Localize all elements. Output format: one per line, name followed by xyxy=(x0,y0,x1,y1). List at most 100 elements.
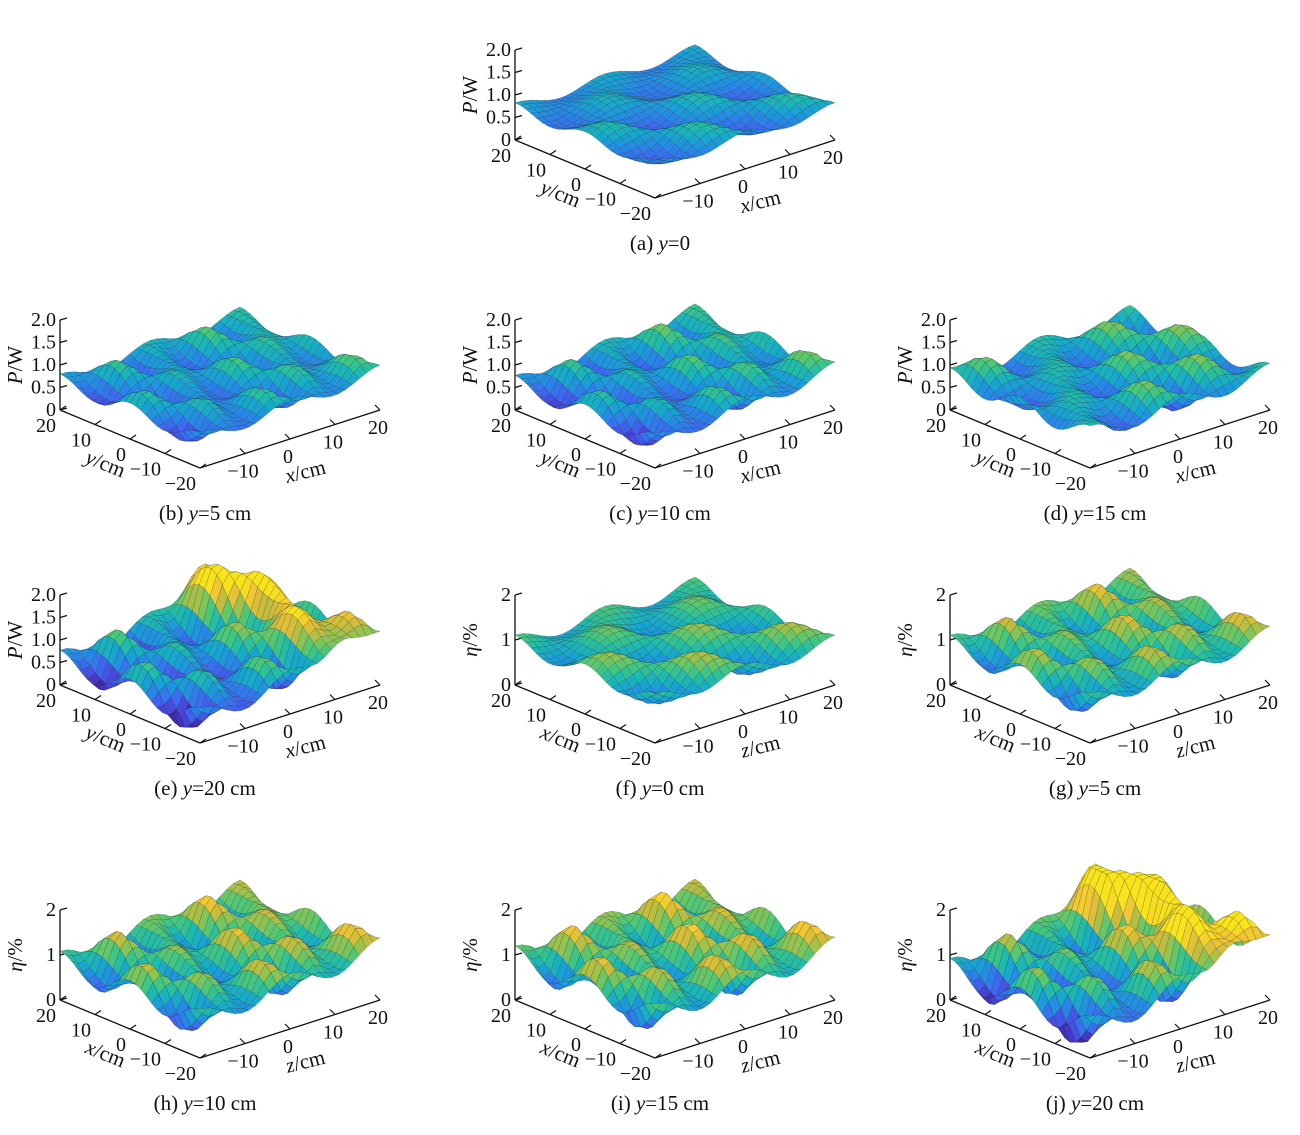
z-tick-label: 1.0 xyxy=(31,629,56,651)
surface-mesh xyxy=(59,563,381,728)
left-axis-tick-label: 10 xyxy=(961,705,981,727)
right-axis-tick-label: 0 xyxy=(738,176,748,198)
panel-caption: (e) y=20 cm xyxy=(154,776,256,800)
panel-caption: (f) y=0 cm xyxy=(616,776,705,800)
left-axis-tick-label: 20 xyxy=(491,690,511,712)
right-axis-tick-mark xyxy=(829,404,836,411)
z-axis-label: P/W xyxy=(458,76,482,116)
left-axis-tick-mark xyxy=(59,405,67,411)
right-axis-tick-label: 10 xyxy=(778,162,798,184)
left-axis-tick-label: 10 xyxy=(526,705,546,727)
panel-caption: (b) y=5 cm xyxy=(159,501,251,525)
left-axis-tick-label: −20 xyxy=(620,748,651,770)
right-axis-tick-mark xyxy=(284,433,291,440)
z-tick-label: 1.0 xyxy=(31,354,56,376)
z-tick-label: 2.0 xyxy=(486,309,511,331)
z-tick-label: 0.5 xyxy=(921,377,946,399)
left-axis-tick-mark xyxy=(1054,449,1062,454)
left-axis-tick-label: −20 xyxy=(1055,748,1086,770)
z-axis-label: P/W xyxy=(3,621,27,661)
z-tick-label: 2.0 xyxy=(31,584,56,606)
right-axis-tick-mark xyxy=(1219,694,1226,700)
surface-patch xyxy=(649,158,662,161)
z-tick-mark xyxy=(59,384,68,389)
left-axis-tick-mark xyxy=(549,420,557,425)
left-axis-tick-mark xyxy=(94,695,102,700)
left-axis-tick-mark xyxy=(984,695,992,700)
z-tick-label: 1.5 xyxy=(486,62,511,84)
left-axis-tick-label: −10 xyxy=(585,734,616,756)
z-tick-mark xyxy=(949,362,958,366)
right-axis-tick-label: −10 xyxy=(227,461,258,483)
z-tick-mark xyxy=(514,69,523,74)
z-tick-label: 0 xyxy=(501,129,511,151)
left-axis-tick-mark xyxy=(94,420,102,425)
z-tick-mark xyxy=(514,384,523,389)
right-axis-tick-label: 10 xyxy=(778,707,798,729)
left-axis-tick-mark xyxy=(1019,434,1027,440)
panel-caption: (a) y=0 xyxy=(630,231,690,255)
right-axis-tick-mark xyxy=(329,419,336,425)
z-axis-label: P/W xyxy=(458,346,482,386)
left-axis-tick-label: 20 xyxy=(491,145,511,167)
left-axis-tick-label: −10 xyxy=(130,459,161,481)
right-axis-tick-label: −10 xyxy=(682,736,713,758)
z-tick-label: 2.0 xyxy=(921,309,946,331)
left-axis-tick-label: 10 xyxy=(526,430,546,452)
z-axis-label: η/% xyxy=(3,938,27,972)
z-tick-mark xyxy=(59,907,68,911)
left-axis-tick-mark xyxy=(129,434,137,440)
surface-mesh xyxy=(514,44,836,165)
z-axis-label: η/% xyxy=(458,623,482,657)
z-tick-label: 2.0 xyxy=(486,39,511,61)
right-axis-tick-mark xyxy=(374,679,381,686)
left-axis-tick-label: −10 xyxy=(585,459,616,481)
right-axis-tick-label: 10 xyxy=(778,432,798,454)
right-axis-tick-mark xyxy=(829,679,836,686)
left-axis-tick-label: 10 xyxy=(71,430,91,452)
z-tick-label: 1.5 xyxy=(31,607,56,629)
left-axis-tick-mark xyxy=(164,449,172,454)
left-axis-tick-label: −20 xyxy=(165,748,196,770)
left-axis-tick-label: −10 xyxy=(585,189,616,211)
left-axis-tick-label: 0 xyxy=(571,174,581,196)
z-tick-label: 1 xyxy=(46,944,56,966)
left-axis-tick-label: 20 xyxy=(491,415,511,437)
left-axis-tick-mark xyxy=(584,709,592,715)
right-axis-tick-label: −10 xyxy=(682,461,713,483)
left-axis-tick-label: 10 xyxy=(961,430,981,452)
left-axis-tick-mark xyxy=(984,420,992,425)
left-axis-tick-mark xyxy=(514,135,522,141)
z-tick-label: 0.5 xyxy=(486,107,511,129)
left-axis-tick-mark xyxy=(129,709,137,715)
right-axis-tick-mark xyxy=(829,134,836,141)
z-tick-label: 2 xyxy=(936,584,946,606)
z-tick-mark xyxy=(949,384,958,389)
right-axis-tick-mark xyxy=(239,723,246,729)
right-axis-tick-label: 10 xyxy=(323,707,343,729)
left-axis-tick-label: −10 xyxy=(130,734,161,756)
z-tick-label: 1.5 xyxy=(486,332,511,354)
z-tick-label: 0.5 xyxy=(486,377,511,399)
left-axis-tick-label: −20 xyxy=(620,473,651,495)
z-tick-label: 0 xyxy=(46,399,56,421)
left-axis-tick-mark xyxy=(619,179,627,184)
left-axis-tick-mark xyxy=(619,724,627,729)
z-tick-mark xyxy=(514,92,523,96)
right-axis-tick-mark xyxy=(1129,723,1136,729)
left-axis-tick-mark xyxy=(584,434,592,440)
left-axis-tick-label: 20 xyxy=(36,415,56,437)
right-axis-tick-label: 20 xyxy=(823,417,843,439)
z-tick-label: 1.0 xyxy=(486,354,511,376)
right-axis-tick-mark xyxy=(1129,448,1136,454)
z-tick-mark xyxy=(514,339,523,344)
surface-mesh xyxy=(514,576,836,705)
right-axis-tick-mark xyxy=(1264,404,1271,411)
